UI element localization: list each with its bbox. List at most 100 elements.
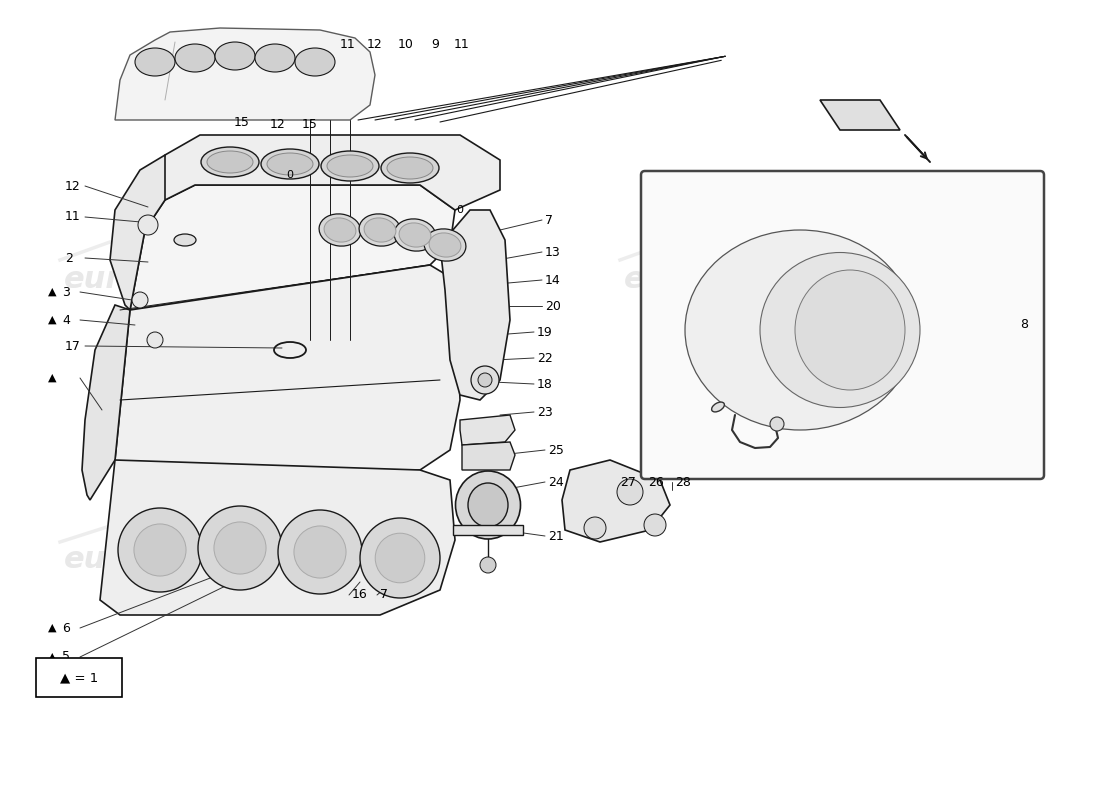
Text: 22: 22 xyxy=(537,351,552,365)
Polygon shape xyxy=(116,265,460,470)
Text: 12: 12 xyxy=(65,179,80,193)
Text: 11: 11 xyxy=(340,38,356,51)
Ellipse shape xyxy=(359,214,400,246)
Circle shape xyxy=(147,332,163,348)
Ellipse shape xyxy=(399,223,431,247)
Ellipse shape xyxy=(319,214,361,246)
Text: 26: 26 xyxy=(648,475,663,489)
Text: ▲: ▲ xyxy=(48,652,56,662)
Circle shape xyxy=(118,508,202,592)
FancyBboxPatch shape xyxy=(641,171,1044,479)
Text: 19: 19 xyxy=(537,326,552,338)
Ellipse shape xyxy=(135,48,175,76)
Text: 11: 11 xyxy=(454,38,470,51)
Ellipse shape xyxy=(429,233,461,257)
Text: 25: 25 xyxy=(548,443,564,457)
Text: eurospares: eurospares xyxy=(64,546,256,574)
Text: 15: 15 xyxy=(302,118,318,131)
Text: ▲: ▲ xyxy=(48,287,56,297)
Text: 27: 27 xyxy=(620,475,636,489)
Polygon shape xyxy=(116,28,375,120)
Text: 7: 7 xyxy=(379,589,388,602)
Ellipse shape xyxy=(214,42,255,70)
Circle shape xyxy=(138,215,158,235)
Text: 0: 0 xyxy=(456,205,463,215)
Polygon shape xyxy=(440,210,510,400)
Ellipse shape xyxy=(381,153,439,183)
Polygon shape xyxy=(130,185,455,310)
Circle shape xyxy=(198,506,282,590)
Polygon shape xyxy=(110,155,165,310)
Ellipse shape xyxy=(174,234,196,246)
Text: 13: 13 xyxy=(544,246,561,258)
Text: 23: 23 xyxy=(537,406,552,418)
Polygon shape xyxy=(562,460,670,542)
Text: ▲: ▲ xyxy=(48,315,56,325)
Ellipse shape xyxy=(455,471,520,539)
Text: eurospares: eurospares xyxy=(624,266,816,294)
Ellipse shape xyxy=(468,483,508,527)
Text: 10: 10 xyxy=(398,38,414,51)
Text: 15: 15 xyxy=(234,115,250,129)
Text: 14: 14 xyxy=(544,274,561,286)
Text: 5: 5 xyxy=(62,650,70,663)
Circle shape xyxy=(360,518,440,598)
Text: 12: 12 xyxy=(271,118,286,131)
Text: 21: 21 xyxy=(548,530,563,542)
Circle shape xyxy=(644,514,666,536)
FancyBboxPatch shape xyxy=(36,658,122,697)
Text: 2: 2 xyxy=(65,251,73,265)
Text: ▲: ▲ xyxy=(48,373,56,383)
Circle shape xyxy=(278,510,362,594)
Circle shape xyxy=(375,533,425,582)
Ellipse shape xyxy=(425,229,466,261)
Text: eurospares: eurospares xyxy=(64,266,256,294)
Text: 7: 7 xyxy=(544,214,553,226)
Ellipse shape xyxy=(207,151,253,173)
Text: 24: 24 xyxy=(548,475,563,489)
Text: 28: 28 xyxy=(675,475,691,489)
Ellipse shape xyxy=(394,219,436,251)
Ellipse shape xyxy=(760,253,920,407)
Text: 6: 6 xyxy=(62,622,70,634)
Ellipse shape xyxy=(295,48,336,76)
Text: 9: 9 xyxy=(431,38,439,51)
Ellipse shape xyxy=(685,230,915,430)
Ellipse shape xyxy=(364,218,396,242)
Ellipse shape xyxy=(261,149,319,179)
Polygon shape xyxy=(820,100,900,130)
Text: 11: 11 xyxy=(65,210,80,223)
Ellipse shape xyxy=(321,151,380,181)
Polygon shape xyxy=(100,460,455,615)
Ellipse shape xyxy=(712,402,725,412)
Circle shape xyxy=(480,557,496,573)
Circle shape xyxy=(132,292,148,308)
Circle shape xyxy=(617,479,643,505)
Ellipse shape xyxy=(387,157,433,179)
Text: ▲ = 1: ▲ = 1 xyxy=(59,671,98,685)
Text: 12: 12 xyxy=(367,38,383,51)
Ellipse shape xyxy=(324,218,356,242)
Circle shape xyxy=(471,366,499,394)
Text: 0: 0 xyxy=(286,170,294,180)
Polygon shape xyxy=(462,442,515,470)
Text: 18: 18 xyxy=(537,378,553,390)
Polygon shape xyxy=(453,525,522,535)
Ellipse shape xyxy=(201,147,258,177)
Text: 8: 8 xyxy=(1020,318,1028,331)
Text: 17: 17 xyxy=(65,339,81,353)
Circle shape xyxy=(770,417,784,431)
Text: 3: 3 xyxy=(62,286,70,298)
Circle shape xyxy=(214,522,266,574)
Polygon shape xyxy=(460,415,515,445)
Ellipse shape xyxy=(795,270,905,390)
Circle shape xyxy=(294,526,346,578)
Ellipse shape xyxy=(267,153,314,175)
Polygon shape xyxy=(82,305,130,500)
Text: 4: 4 xyxy=(62,314,70,326)
Text: ▲: ▲ xyxy=(48,623,56,633)
Circle shape xyxy=(584,517,606,539)
Ellipse shape xyxy=(175,44,214,72)
Text: 16: 16 xyxy=(352,589,367,602)
Circle shape xyxy=(134,524,186,576)
